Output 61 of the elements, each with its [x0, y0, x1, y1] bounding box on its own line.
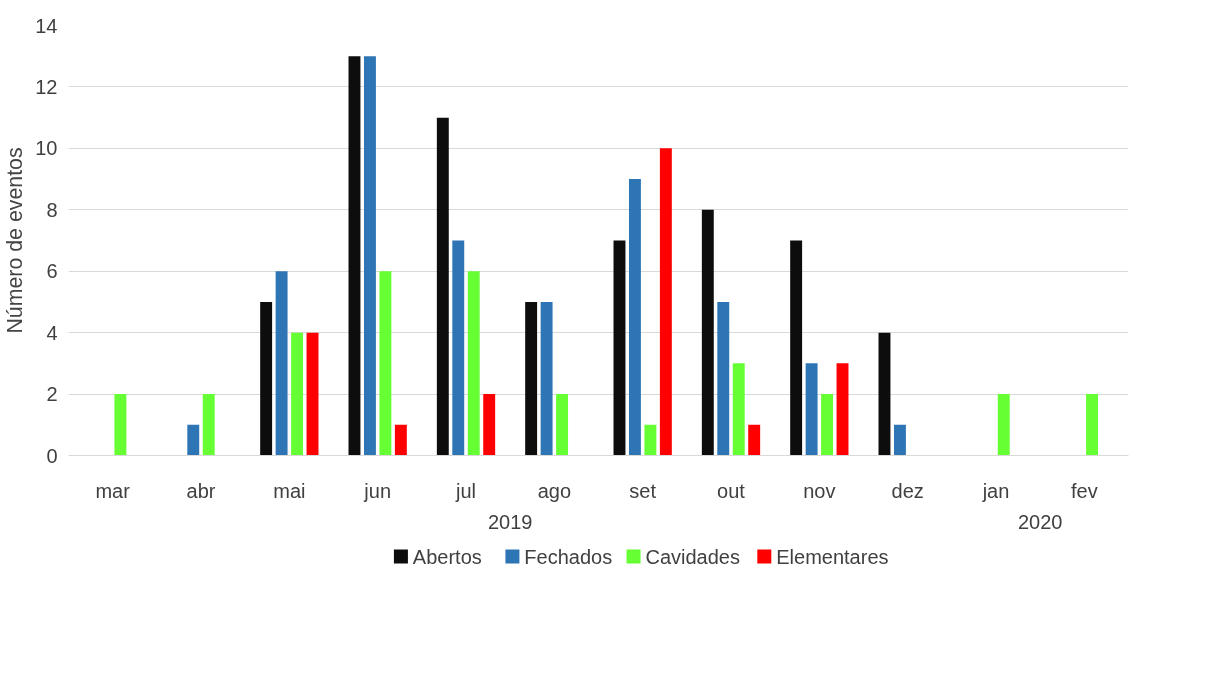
text: 2019 — [487, 510, 533, 533]
x-tick-label: jul — [455, 479, 477, 502]
y-tick-label: 10 — [35, 137, 58, 160]
bar — [260, 301, 273, 456]
bar — [540, 301, 553, 456]
bar — [701, 209, 714, 456]
bar — [628, 179, 641, 456]
bar — [659, 148, 672, 456]
bar — [821, 394, 834, 456]
y-tick-label: 2 — [46, 383, 58, 406]
y-axis-title: Número de eventos — [3, 147, 28, 334]
legend-label: Abertos — [412, 545, 482, 568]
y-tick-label: 14 — [35, 14, 58, 37]
legend-label: Elementares — [776, 545, 889, 568]
bar — [790, 240, 803, 456]
x-tick-label: nov — [803, 479, 836, 502]
y-tick-label: 8 — [46, 198, 58, 221]
x-tick-label: dez — [891, 479, 924, 502]
y-tick-label: 4 — [46, 321, 58, 344]
x-tick-label: fev — [1070, 479, 1098, 502]
y-tick-label: 12 — [35, 75, 58, 98]
bar — [644, 424, 657, 456]
bar — [717, 301, 730, 456]
x-tick-label: jan — [981, 479, 1010, 502]
bar — [483, 394, 496, 456]
bar — [525, 301, 538, 456]
bar — [1086, 394, 1099, 456]
bar — [379, 271, 392, 456]
x-tick-label: ago — [537, 479, 572, 502]
bar — [836, 363, 849, 456]
y-tick-label: 0 — [46, 444, 58, 467]
bar — [394, 424, 407, 456]
x-tick-label: jun — [363, 479, 392, 502]
bar — [878, 332, 891, 456]
x-tick-label: set — [629, 479, 657, 502]
x-tick-label: out — [717, 479, 746, 502]
bar — [452, 240, 465, 456]
text: 2020 — [1017, 510, 1063, 533]
bar — [348, 56, 361, 456]
bar — [275, 271, 288, 456]
bar — [805, 363, 818, 456]
bar — [732, 363, 745, 456]
bar — [997, 394, 1010, 456]
bar — [291, 332, 304, 456]
bar — [467, 271, 480, 456]
x-tick-label: abr — [186, 479, 216, 502]
bar — [114, 394, 127, 456]
bar — [306, 332, 319, 456]
legend-label: Fechados — [524, 545, 613, 568]
x-tick-label: mai — [273, 479, 306, 502]
y-tick-label: 6 — [46, 260, 58, 283]
bar — [187, 424, 200, 456]
bar — [202, 394, 215, 456]
bar — [613, 240, 626, 456]
bar — [893, 424, 906, 456]
bar — [436, 117, 449, 456]
bar — [363, 56, 376, 456]
bar — [748, 424, 761, 456]
x-tick-label: mar — [95, 479, 131, 502]
bar — [556, 394, 569, 456]
legend-label: Cavidades — [645, 545, 740, 568]
